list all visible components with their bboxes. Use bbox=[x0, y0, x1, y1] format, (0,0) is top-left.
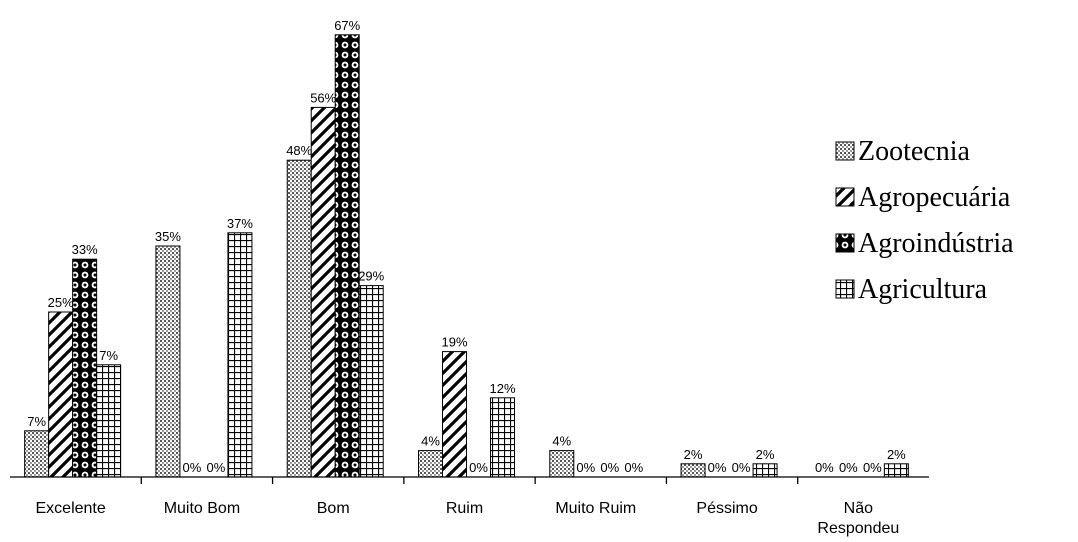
x-tick-label-ruim: Ruim bbox=[446, 500, 483, 517]
legend-label-agropecuaria: Agropecuária bbox=[858, 182, 1011, 213]
bar-zootecnia-bom bbox=[286, 159, 312, 478]
data-label-zootecnia-muito-ruim: 4% bbox=[552, 434, 571, 449]
bar-agropecuaria-ruim bbox=[442, 351, 467, 478]
data-label-agricultura-muito-ruim: 0% bbox=[624, 460, 643, 475]
x-tick-label-muito-bom: Muito Bom bbox=[164, 500, 240, 517]
data-label-zootecnia-bom: 48% bbox=[286, 143, 312, 158]
bar-agricultura-ruim bbox=[490, 397, 515, 478]
data-label-agroindustria-muito-bom: 0% bbox=[207, 460, 226, 475]
data-label-agropecuaria-muito-ruim: 0% bbox=[576, 460, 595, 475]
data-label-agricultura-bom: 29% bbox=[358, 269, 384, 284]
bar-zootecnia-ruim bbox=[418, 450, 443, 478]
bar-zootecnia-excelente bbox=[24, 430, 50, 478]
legend-swatch-zootecnia bbox=[835, 141, 855, 161]
x-tick-label-excelente: Excelente bbox=[36, 500, 106, 517]
x-tick-label-muito-ruim: Muito Ruim bbox=[555, 500, 636, 517]
data-label-agroindustria-excelente: 33% bbox=[72, 242, 98, 257]
legend-swatch-agroindustria bbox=[835, 233, 855, 253]
bar-agropecuaria-excelente bbox=[48, 311, 74, 478]
data-label-agropecuaria-muito-bom: 0% bbox=[183, 460, 202, 475]
data-label-agroindustria-pessimo: 0% bbox=[732, 460, 751, 475]
data-label-agropecuaria-excelente: 25% bbox=[48, 295, 74, 310]
legend-swatch-agropecuaria bbox=[835, 187, 855, 207]
data-label-agropecuaria-nao-respondeu: 0% bbox=[839, 460, 858, 475]
bar-zootecnia-muito-bom bbox=[155, 245, 181, 478]
data-label-agricultura-ruim: 12% bbox=[489, 381, 515, 396]
data-label-zootecnia-muito-bom: 35% bbox=[155, 229, 181, 244]
data-label-agropecuaria-bom: 56% bbox=[310, 90, 336, 105]
data-label-zootecnia-ruim: 4% bbox=[421, 434, 440, 449]
data-label-agricultura-nao-respondeu: 2% bbox=[887, 447, 906, 462]
bar-agricultura-pessimo bbox=[752, 463, 778, 478]
legend-swatch-agricultura bbox=[835, 279, 855, 299]
legend-label-zootecnia: Zootecnia bbox=[858, 136, 971, 167]
bar-agroindustria-bom bbox=[334, 34, 360, 478]
x-tick-label-nao-respondeu: Não bbox=[844, 500, 873, 517]
x-tick-label-pessimo: Péssimo bbox=[696, 500, 757, 517]
data-label-zootecnia-pessimo: 2% bbox=[684, 447, 703, 462]
data-label-agropecuaria-pessimo: 0% bbox=[708, 460, 727, 475]
bar-agricultura-bom bbox=[358, 285, 384, 478]
data-label-zootecnia-nao-respondeu: 0% bbox=[815, 460, 834, 475]
legend-label-agricultura: Agricultura bbox=[858, 274, 988, 305]
data-label-agroindustria-ruim: 0% bbox=[469, 460, 488, 475]
bar-zootecnia-muito-ruim bbox=[549, 450, 575, 478]
data-label-agroindustria-bom: 67% bbox=[334, 18, 360, 33]
x-tick-label-nao-respondeu: Respondeu bbox=[817, 520, 899, 537]
data-label-agroindustria-nao-respondeu: 0% bbox=[863, 460, 882, 475]
bar-agropecuaria-bom bbox=[310, 106, 336, 478]
data-label-agricultura-excelente: 7% bbox=[99, 348, 118, 363]
data-label-agricultura-muito-bom: 37% bbox=[227, 216, 253, 231]
data-label-agroindustria-muito-ruim: 0% bbox=[600, 460, 619, 475]
legend-label-agroindustria: Agroindústria bbox=[858, 228, 1014, 259]
bar-agricultura-excelente bbox=[96, 364, 122, 478]
bar-agricultura-nao-respondeu bbox=[883, 463, 909, 478]
data-label-agricultura-pessimo: 2% bbox=[756, 447, 775, 462]
data-label-zootecnia-excelente: 7% bbox=[27, 414, 46, 429]
x-tick-label-bom: Bom bbox=[317, 500, 350, 517]
legend: Zootecnia Agropecuária Agroindústria Agricu… bbox=[835, 136, 1014, 305]
bar-agricultura-muito-bom bbox=[227, 232, 253, 478]
data-label-agropecuaria-ruim: 19% bbox=[441, 335, 467, 350]
bar-zootecnia-pessimo bbox=[680, 463, 706, 478]
bar-agroindustria-excelente bbox=[72, 258, 98, 478]
